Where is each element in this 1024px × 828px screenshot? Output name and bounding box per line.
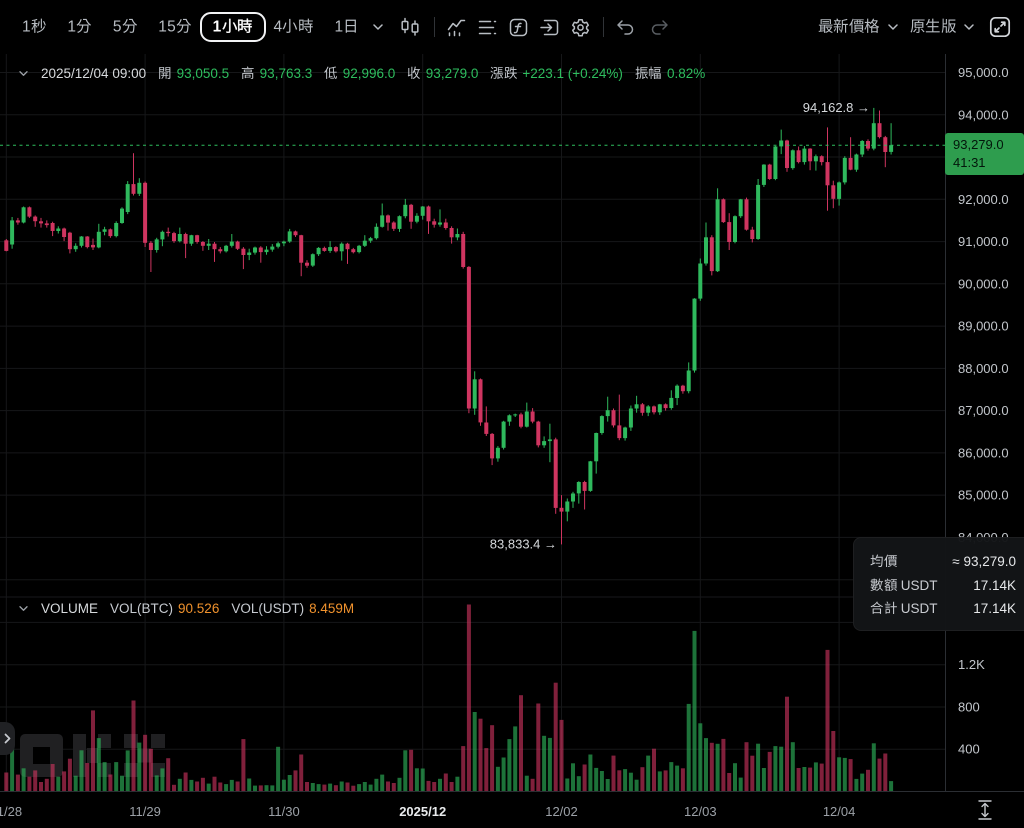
- version-dropdown[interactable]: [910, 18, 976, 37]
- svg-text:400: 400: [958, 742, 980, 757]
- fullscreen-button[interactable]: [988, 15, 1012, 39]
- save-arrow-icon: [540, 19, 559, 35]
- svg-text:88,000.0: 88,000.0: [958, 361, 1009, 376]
- label-value-pair: VOL(BTC) 90.526: [110, 600, 220, 616]
- timeframe-button[interactable]: 1: [334, 13, 358, 42]
- svg-text:86,000.0: 86,000.0: [958, 445, 1009, 460]
- chart-style-button[interactable]: [399, 16, 421, 38]
- svg-text:12/02: 12/02: [545, 804, 578, 819]
- version-label: [910, 18, 957, 37]
- high-annotation: 94,162.8 →: [803, 100, 870, 115]
- label-value-pair: 93,763.3: [241, 66, 312, 81]
- price-mode-dropdown[interactable]: [818, 18, 899, 37]
- indicators-button[interactable]: [446, 17, 467, 38]
- chevron-down-icon: [964, 24, 974, 30]
- chart-toolbar: 1 1 5 15 1 4 1: [0, 0, 1024, 54]
- tooltip-label: [870, 550, 897, 574]
- volume-header: VOLUME VOL(BTC) 90.526 VOL(USDT) 8.459M: [18, 599, 354, 617]
- label-value-pair: 0.82%: [635, 66, 705, 81]
- formula-icon: [509, 18, 528, 36]
- indicator-list-button[interactable]: [477, 17, 498, 38]
- volume-values: VOL(BTC) 90.526 VOL(USDT) 8.459M: [110, 601, 354, 616]
- chevron-right-icon: [4, 733, 11, 744]
- formula-button[interactable]: [508, 17, 529, 38]
- ohlc-values: 93,050.5 93,763.3 92,996.0 93,279.0 +223.1 (…: [158, 66, 705, 81]
- chevron-down-icon: [373, 24, 383, 30]
- current-price-badge[interactable]: 93,279.0 41:31: [945, 133, 1024, 175]
- timeframe-button[interactable]: 1: [22, 13, 46, 42]
- indicator-icon: [447, 19, 466, 36]
- gear-icon: [571, 18, 589, 36]
- fullscreen-icon: [989, 16, 1011, 38]
- label-value-pair: 92,996.0: [324, 66, 395, 81]
- svg-text:95,000.0: 95,000.0: [958, 65, 1009, 80]
- price-mode-label: [818, 18, 880, 37]
- label-value-pair: 93,050.5: [158, 66, 229, 81]
- redo-button[interactable]: [648, 17, 670, 37]
- volume-title: VOLUME: [41, 600, 99, 616]
- list-icon: [478, 20, 497, 34]
- vertical-scale-icon: [978, 800, 992, 820]
- tooltip-row: USDT 17.14K: [870, 597, 1016, 621]
- redo-icon: [651, 20, 668, 35]
- order-tooltip: ≈ 93,279.0 USDT 17.14K USDT 17.14K: [853, 537, 1024, 631]
- label-value-pair: +223.1 (+0.24%): [490, 66, 623, 81]
- tooltip-value: 17.14K: [973, 577, 1016, 593]
- settings-button[interactable]: [570, 17, 591, 38]
- toolbar-divider: [602, 17, 604, 37]
- svg-text:11/30: 11/30: [268, 804, 300, 819]
- label-value-pair: 93,279.0: [407, 66, 478, 81]
- candle-countdown: 41:31: [953, 155, 986, 170]
- svg-text:2025/12: 2025/12: [399, 804, 446, 819]
- chevron-down-icon: [887, 24, 898, 30]
- svg-text:91,000.0: 91,000.0: [958, 234, 1009, 249]
- panel-expander[interactable]: [0, 722, 15, 755]
- candles-layer: [4, 107, 894, 545]
- tooltip-value: ≈ 93,279.0: [952, 554, 1016, 569]
- x-axis-labels[interactable]: 11/28 11/29 11/30 2025/12 12/02 12/03 12/04: [0, 804, 855, 819]
- svg-text:90,000.0: 90,000.0: [958, 276, 1009, 291]
- timeframe-dropdown[interactable]: [372, 23, 384, 31]
- svg-text:87,000.0: 87,000.0: [958, 403, 1009, 418]
- tooltip-value: 17.14K: [973, 601, 1016, 616]
- timeframe-button[interactable]: 1: [67, 13, 92, 42]
- candlestick-icon: [401, 17, 419, 36]
- low-annotation: 83,833.4 →: [490, 537, 557, 552]
- toolbar-divider: [433, 17, 435, 37]
- svg-text:1.2K: 1.2K: [958, 657, 985, 672]
- timeframe-button[interactable]: 4: [274, 13, 314, 42]
- timeframe-selector: 1 1 5 15 1 4 1: [22, 11, 359, 43]
- tooltip-label: USDT: [870, 574, 938, 598]
- current-price: 93,279.0: [953, 137, 1004, 152]
- volume-bars: [4, 604, 894, 792]
- undo-button[interactable]: [615, 17, 637, 37]
- undo-icon: [617, 20, 634, 35]
- timeframe-button[interactable]: 1: [199, 11, 266, 43]
- svg-text:11/29: 11/29: [129, 804, 161, 819]
- candle-datetime: 2025/12/04 09:00: [41, 65, 147, 81]
- price-scale-button[interactable]: [973, 799, 997, 821]
- svg-text:11/28: 11/28: [0, 804, 22, 819]
- svg-text:89,000.0: 89,000.0: [958, 319, 1009, 334]
- ohlc-info-bar: 2025/12/04 09:00 93,050.5 93,763.3 92,996.…: [18, 64, 705, 82]
- tooltip-label: USDT: [870, 597, 938, 621]
- svg-text:92,000.0: 92,000.0: [958, 192, 1009, 207]
- svg-text:12/03: 12/03: [684, 804, 717, 819]
- tooltip-row: ≈ 93,279.0: [870, 550, 1016, 574]
- svg-text:12/04: 12/04: [823, 804, 856, 819]
- timeframe-button[interactable]: 15: [158, 13, 192, 42]
- svg-text:94,000.0: 94,000.0: [958, 107, 1009, 122]
- timeframe-button[interactable]: 5: [113, 13, 137, 42]
- collapse-chevron-icon[interactable]: [18, 70, 29, 77]
- label-value-pair: VOL(USDT) 8.459M: [231, 600, 355, 616]
- tooltip-row: USDT 17.14K: [870, 574, 1016, 598]
- y-axis-labels[interactable]: 95,000.094,000.093,000.092,000.091,000.0…: [958, 65, 1009, 757]
- svg-text:85,000.0: 85,000.0: [958, 488, 1009, 503]
- svg-text:800: 800: [958, 700, 980, 715]
- collapse-chevron-icon[interactable]: [18, 605, 29, 612]
- save-template-button[interactable]: [539, 17, 560, 38]
- gridlines: [0, 54, 945, 792]
